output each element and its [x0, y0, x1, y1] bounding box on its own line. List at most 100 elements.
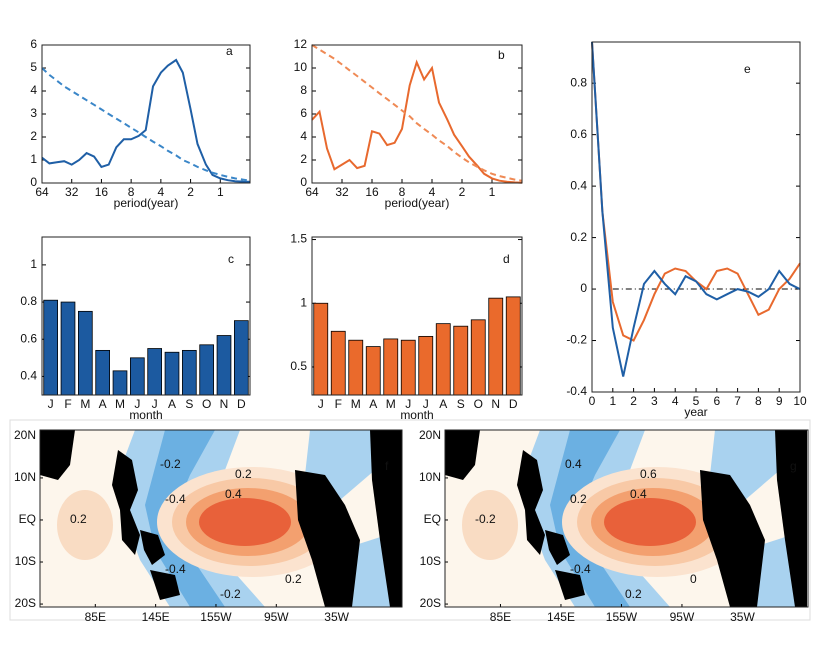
- x-tick-label: 1: [489, 185, 496, 199]
- x-tick-label: O: [202, 397, 211, 411]
- bar: [129, 357, 145, 396]
- y-tick-label: 0: [580, 281, 587, 295]
- lat-label: 10N: [419, 470, 441, 484]
- map-frame: [444, 429, 809, 608]
- y-tick-label: 4: [300, 129, 307, 143]
- x-axis-label: period(year): [114, 196, 179, 210]
- map-frame: [39, 429, 403, 608]
- panel-label: a: [226, 44, 233, 58]
- panel-label: d: [503, 252, 510, 266]
- x-tick-label: 32: [335, 185, 349, 199]
- series-line: [591, 41, 801, 377]
- bar: [470, 319, 486, 396]
- x-tick-label: 2: [459, 185, 466, 199]
- y-tick-label: 0.6: [570, 127, 587, 141]
- bar: [383, 338, 399, 396]
- bar: [181, 349, 197, 396]
- x-tick-label: 64: [35, 185, 49, 199]
- lat-label: 10S: [420, 554, 441, 568]
- y-tick-label: 6: [300, 106, 307, 120]
- y-tick-label: 12: [294, 37, 308, 51]
- x-tick-label: N: [491, 397, 500, 411]
- x-tick-label: 9: [776, 394, 783, 408]
- contour-label: 0.2: [70, 512, 87, 526]
- lat-label: 20S: [420, 596, 441, 610]
- x-axis-label: period(year): [385, 196, 450, 210]
- lat-label: 20S: [15, 596, 36, 610]
- bar: [147, 348, 163, 396]
- x-tick-label: F: [335, 397, 342, 411]
- y-tick-label: 8: [300, 83, 307, 97]
- series-line: [41, 58, 251, 183]
- x-tick-label: 64: [305, 185, 319, 199]
- x-tick-label: J: [48, 397, 54, 411]
- x-tick-label: A: [99, 397, 107, 411]
- bar: [453, 325, 469, 396]
- x-tick-label: 8: [128, 185, 135, 199]
- panel-label: e: [744, 62, 751, 76]
- y-tick-label: 1: [30, 257, 37, 271]
- x-tick-label: 0: [589, 394, 596, 408]
- x-tick-label: A: [439, 397, 447, 411]
- contour-label: 0.6: [640, 467, 657, 481]
- x-tick-label: F: [64, 397, 71, 411]
- x-tick-label: D: [509, 397, 518, 411]
- series-line: [311, 44, 523, 182]
- y-tick-label: 0.8: [20, 294, 37, 308]
- y-tick-label: 10: [294, 60, 308, 74]
- y-tick-label: 6: [30, 37, 37, 51]
- lon-label: 155W: [200, 610, 232, 624]
- contour-label: 0.2: [625, 587, 642, 601]
- x-tick-label: 8: [755, 394, 762, 408]
- x-tick-label: 3: [651, 394, 658, 408]
- series-line: [311, 59, 523, 184]
- x-axis-label: month: [129, 408, 162, 422]
- x-tick-label: 2: [187, 185, 194, 199]
- y-tick-label: 0.5: [290, 359, 307, 373]
- x-tick-label: 16: [95, 185, 109, 199]
- y-tick-label: 5: [30, 60, 37, 74]
- contour-label: -0.2: [160, 457, 181, 471]
- y-tick-label: 0: [30, 175, 37, 189]
- y-tick-label: 3: [30, 106, 37, 120]
- bar: [78, 310, 93, 396]
- x-tick-label: J: [405, 397, 411, 411]
- contour-label: 0.2: [235, 467, 252, 481]
- lat-label: EQ: [19, 512, 36, 526]
- x-axis-label: year: [684, 405, 707, 419]
- x-tick-label: J: [134, 397, 140, 411]
- panel-label: g: [790, 459, 797, 473]
- lat-label: 20N: [419, 428, 441, 442]
- y-tick-label: 0.8: [570, 75, 587, 89]
- axes-frame: [41, 236, 251, 396]
- bar: [435, 323, 451, 396]
- lon-label: 145E: [547, 610, 575, 624]
- x-tick-label: M: [115, 397, 125, 411]
- y-tick-label: 0.6: [20, 331, 37, 345]
- x-tick-label: 4: [158, 185, 165, 199]
- panel-label: b: [498, 48, 505, 62]
- axes-frame: [311, 44, 523, 184]
- x-tick-label: 5: [693, 394, 700, 408]
- x-tick-label: A: [369, 397, 377, 411]
- bar: [95, 349, 110, 396]
- y-tick-label: 1: [30, 152, 37, 166]
- axes-frame: [591, 41, 801, 393]
- y-tick-label: 0.4: [570, 178, 587, 192]
- axes-frame: [41, 44, 251, 184]
- x-tick-label: S: [185, 397, 193, 411]
- contour-label: 0.2: [570, 492, 587, 506]
- lon-label: 85E: [85, 610, 106, 624]
- x-tick-label: 1: [609, 394, 616, 408]
- contour-label: 0.2: [285, 572, 302, 586]
- lon-label: 35W: [324, 610, 349, 624]
- x-tick-label: N: [220, 397, 229, 411]
- x-tick-label: 32: [65, 185, 79, 199]
- x-tick-label: 7: [734, 394, 741, 408]
- bar: [488, 297, 504, 396]
- lat-label: 10S: [15, 554, 36, 568]
- bar: [330, 330, 346, 396]
- panel-label: f: [385, 459, 389, 473]
- series-line: [41, 67, 251, 182]
- x-tick-label: M: [386, 397, 396, 411]
